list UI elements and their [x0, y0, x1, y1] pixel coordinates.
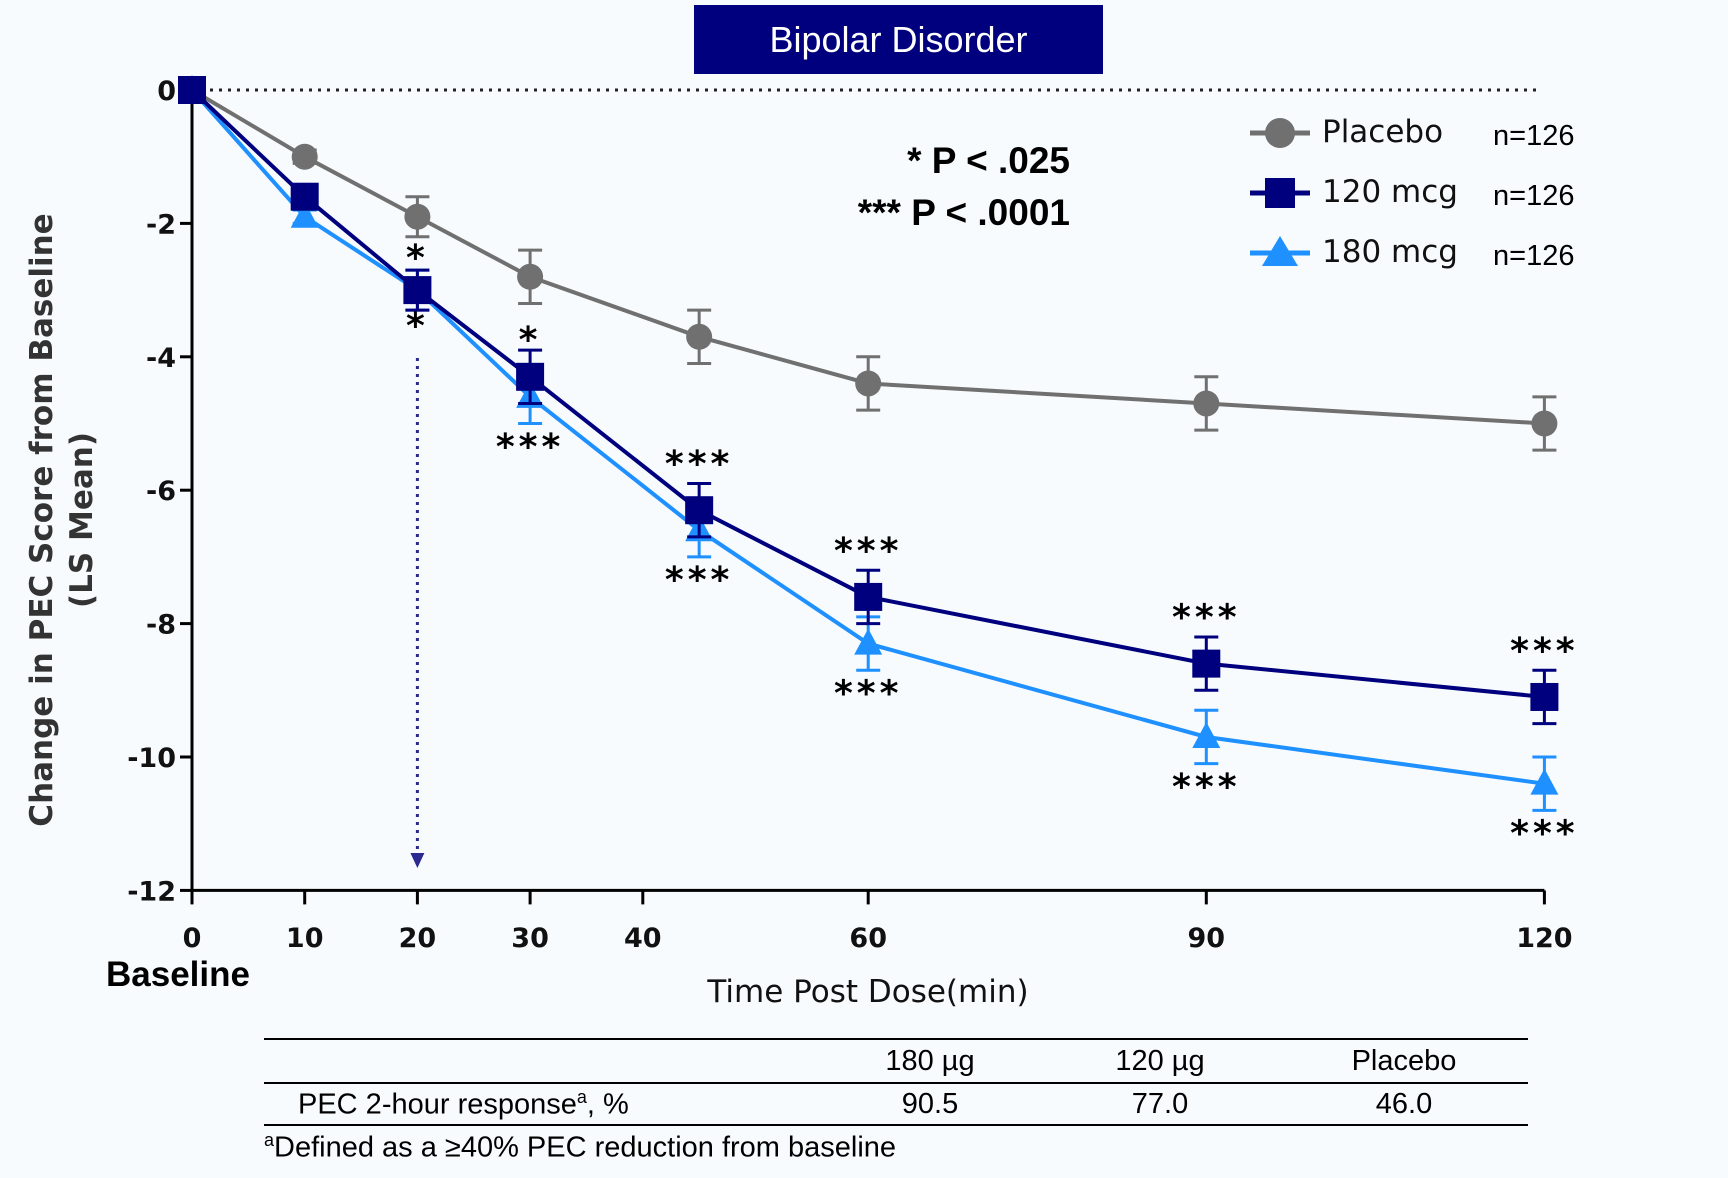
y-tick-label: -10	[127, 743, 176, 774]
x-tick-label: 120	[1516, 923, 1572, 954]
value-180: 90.5	[820, 1088, 1040, 1121]
legend-n: n=126	[1493, 120, 1574, 153]
y-tick-label: -4	[146, 343, 176, 374]
y-tick-label: -8	[146, 610, 176, 641]
response-table: 180 µg 120 µg Placebo PEC 2-hour respons…	[264, 1038, 1528, 1165]
legend-item-placebo: Placebo n=126	[1248, 112, 1588, 172]
legend-n: n=126	[1493, 240, 1574, 273]
y-tick-label: -12	[127, 876, 176, 907]
x-tick-label: 30	[511, 923, 549, 954]
legend-label: Placebo	[1322, 114, 1443, 150]
response-table-row: PEC 2-hour responsea, % 90.5 77.0 46.0	[264, 1084, 1528, 1126]
x-tick-label: 0	[183, 923, 202, 954]
value-placebo: 46.0	[1280, 1088, 1528, 1121]
y-tick-label: -6	[146, 476, 176, 507]
legend-item-180mcg: 180 mcg n=126	[1248, 232, 1588, 292]
data-point	[517, 264, 543, 290]
row-label: PEC 2-hour responsea, %	[264, 1087, 820, 1122]
header-cell-120: 120 µg	[1040, 1045, 1280, 1078]
data-point	[291, 183, 319, 211]
significance-marker: ***	[1172, 598, 1240, 639]
data-point	[854, 629, 882, 655]
significance-marker: ***	[665, 560, 733, 601]
significance-marker: ***	[665, 444, 733, 485]
data-point	[1193, 390, 1219, 416]
value-120: 77.0	[1040, 1088, 1280, 1121]
x-tick-label: 20	[399, 923, 437, 954]
significance-marker: *	[406, 238, 429, 279]
significance-legend: * P < .025 *** P < .0001	[790, 135, 1070, 239]
y-tick-label: -2	[146, 209, 176, 240]
x-tick-label: 60	[849, 923, 887, 954]
legend-label: 180 mcg	[1322, 234, 1458, 270]
significance-marker: ***	[496, 427, 564, 468]
data-point	[403, 276, 431, 304]
data-point	[855, 370, 881, 396]
x-tick-label: 90	[1188, 923, 1226, 954]
data-point	[404, 204, 430, 230]
data-point	[685, 496, 713, 524]
significance-marker: *	[519, 320, 542, 361]
footnote: aDefined as a ≥40% PEC reduction from ba…	[264, 1130, 1528, 1165]
data-point	[1192, 650, 1220, 678]
significance-marker: ***	[1510, 631, 1578, 672]
data-point	[178, 76, 206, 104]
circle-marker-icon	[1248, 112, 1312, 152]
data-point	[854, 583, 882, 611]
y-tick-label: 0	[157, 76, 176, 107]
sig-legend-line-2: *** P < .0001	[790, 187, 1070, 239]
header-cell-placebo: Placebo	[1280, 1045, 1528, 1078]
legend-n: n=126	[1493, 180, 1574, 213]
data-point	[1531, 411, 1557, 437]
header-cell-180: 180 µg	[820, 1045, 1040, 1078]
triangle-marker-icon	[1248, 232, 1312, 272]
significance-marker: ***	[834, 674, 902, 715]
significance-marker: *	[406, 306, 429, 347]
y-axis-label-sub: (LS Mean)	[64, 432, 100, 608]
legend-label: 120 mcg	[1322, 174, 1458, 210]
chart-title-box: Bipolar Disorder	[694, 5, 1103, 74]
significance-marker: ***	[1172, 767, 1240, 808]
response-table-header: 180 µg 120 µg Placebo	[264, 1038, 1528, 1084]
data-point	[1530, 683, 1558, 711]
sig-legend-line-1: * P < .025	[790, 135, 1070, 187]
x-tick-label: 40	[624, 923, 662, 954]
square-marker-icon	[1248, 172, 1312, 212]
data-point	[292, 144, 318, 170]
onset-arrow-head	[410, 853, 424, 868]
series-legend: Placebo n=126 120 mcg n=126 180 mcg n=12…	[1248, 112, 1588, 292]
significance-marker: ***	[834, 531, 902, 572]
data-point	[516, 363, 544, 391]
y-axis-label: Change in PEC Score from Baseline	[24, 213, 60, 826]
legend-item-120mcg: 120 mcg n=126	[1248, 172, 1588, 232]
significance-marker: ***	[1510, 814, 1578, 855]
data-point	[686, 324, 712, 350]
x-tick-label: 10	[286, 923, 324, 954]
x-axis-label: Time Post Dose(min)	[706, 974, 1028, 1010]
baseline-label: Baseline	[106, 955, 250, 995]
